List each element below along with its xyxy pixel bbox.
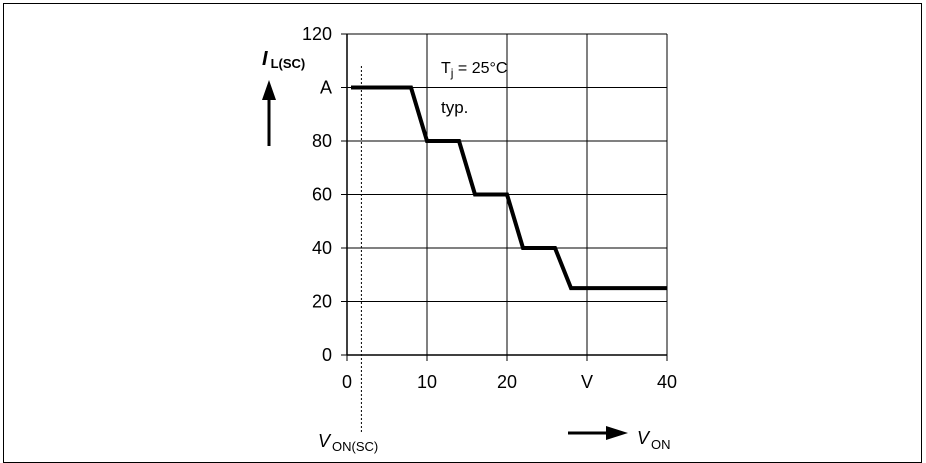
- x-tick-label: 20: [497, 372, 517, 392]
- y-tick-label: 120: [302, 24, 332, 44]
- von-sc-label-main: V: [318, 431, 332, 451]
- y-tick-labels: 0 20 40 60 80 A 120: [302, 24, 332, 365]
- x-axis-label-sub: ON: [651, 437, 671, 452]
- x-tick-label: 10: [417, 372, 437, 392]
- x-axis-label: V ON: [637, 428, 671, 452]
- y-tick-label: 80: [312, 131, 332, 151]
- von-sc-label-sub: ON(SC): [332, 439, 378, 454]
- x-axis-arrow-head: [606, 426, 628, 440]
- temp-annotation-main: T: [441, 60, 451, 77]
- y-tick-label: 0: [322, 345, 332, 365]
- x-tick-label: 40: [657, 372, 677, 392]
- grid: [347, 33, 668, 355]
- y-axis-label: I L(SC): [262, 48, 305, 71]
- tick-marks: [341, 33, 668, 361]
- y-tick-label: 20: [312, 292, 332, 312]
- y-axis-label-main: I: [262, 48, 268, 70]
- von-sc-label: V ON(SC): [318, 431, 378, 454]
- axes: [346, 34, 667, 356]
- y-tick-label: 60: [312, 185, 332, 205]
- temp-annotation-rest: = 25°C: [453, 60, 507, 77]
- x-tick-label: V: [581, 372, 593, 392]
- typ-annotation: typ.: [441, 98, 468, 117]
- x-tick-label: 0: [342, 372, 352, 392]
- x-tick-labels: 0 10 20 V 40: [342, 372, 677, 392]
- y-tick-label: A: [320, 78, 332, 98]
- y-axis-label-sub: L(SC): [271, 56, 306, 71]
- series-line: [351, 85, 667, 291]
- y-tick-label: 40: [312, 238, 332, 258]
- y-axis-arrow-head: [262, 80, 276, 100]
- x-axis-label-main: V: [637, 428, 651, 448]
- temperature-annotation: Tj = 25°C: [441, 60, 507, 80]
- temp-annotation-sub: j: [450, 66, 454, 80]
